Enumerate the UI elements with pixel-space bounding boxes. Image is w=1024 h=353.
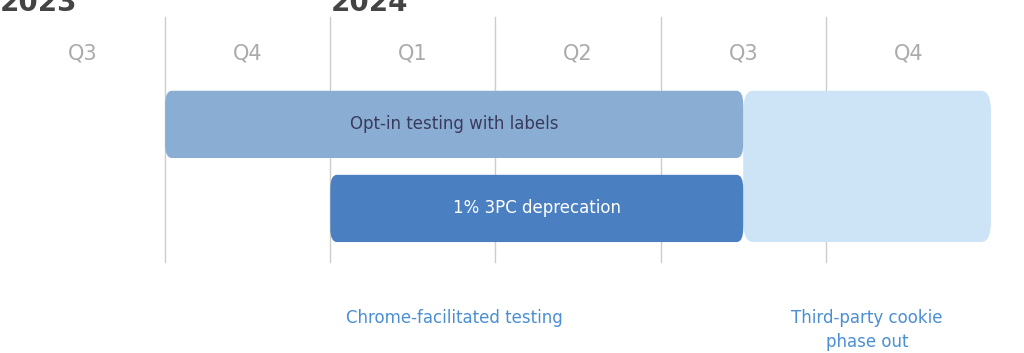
FancyBboxPatch shape: [165, 91, 743, 158]
Text: Q4: Q4: [232, 44, 262, 64]
Text: Opt-in testing with labels: Opt-in testing with labels: [350, 115, 558, 133]
Text: 1% 3PC deprecation: 1% 3PC deprecation: [453, 199, 621, 217]
Text: Q3: Q3: [68, 44, 97, 64]
Text: Q2: Q2: [563, 44, 593, 64]
Text: Q4: Q4: [894, 44, 924, 64]
Text: Q1: Q1: [398, 44, 428, 64]
Text: Q3: Q3: [728, 44, 758, 64]
Text: 2024: 2024: [331, 0, 408, 17]
Text: Third-party cookie
phase out: Third-party cookie phase out: [792, 309, 943, 351]
Text: Chrome-facilitated testing: Chrome-facilitated testing: [346, 309, 562, 327]
FancyBboxPatch shape: [331, 175, 743, 242]
FancyBboxPatch shape: [743, 91, 991, 242]
Text: 2023: 2023: [0, 0, 78, 17]
